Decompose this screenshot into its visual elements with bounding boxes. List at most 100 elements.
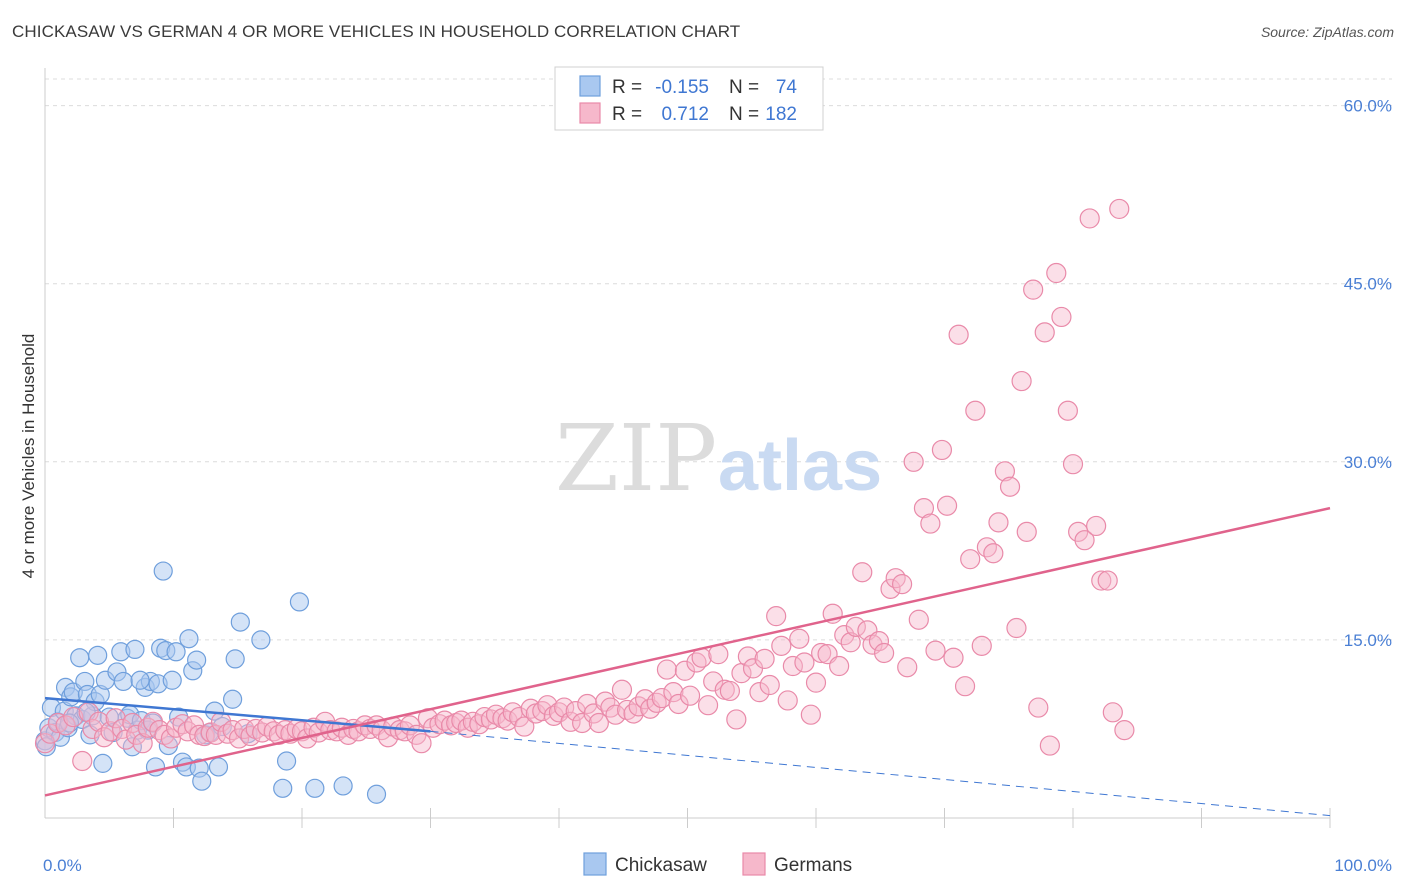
chickasaw-point [162,670,182,690]
chickasaw-point [289,592,310,612]
germans-point [1102,702,1123,723]
germans-point [840,632,861,653]
germans-point [954,676,976,697]
chickasaw-point [208,757,229,777]
germans-point [126,724,147,745]
germans-point [965,400,986,421]
germans-point [1011,370,1032,392]
germans-point [805,672,827,693]
germans-point [177,721,198,742]
germans-point [240,725,261,747]
germans-point [983,543,1004,564]
chickasaw-point [125,639,145,660]
legend-n-label-chickasaw: N = [729,77,759,98]
grid-lines [45,78,1392,641]
germans-point [1034,322,1055,343]
chickasaw-point [153,561,173,581]
trend-lines [44,506,1331,817]
germans-point [800,704,821,725]
germans-points [34,198,1135,772]
legend-r-value-chickasaw: -0.155 [655,77,709,98]
germans-point [1068,521,1089,542]
germans-point [903,451,924,472]
bottom-legend: Chickasaw Germans [583,852,852,876]
germans-point [446,712,467,734]
chart-title: CHICKASAW VS GERMAN 4 OR MORE VEHICLES I… [12,22,741,41]
chickasaw-point [333,776,353,796]
y-tick-label: 60.0% [1344,97,1392,116]
germans-point [492,708,513,729]
bottom-legend-label-germans: Germans [774,855,852,876]
germans-point [782,655,803,677]
chickasaw-point [273,778,293,798]
germans-point [105,708,126,729]
germans-point [897,657,918,678]
germans-point [679,685,701,706]
x-tick-label-min: 0.0% [43,856,82,875]
germans-point [999,476,1021,497]
germans-point [200,722,221,743]
tick-labels: 15.0% 30.0% 45.0% 60.0% 0.0% 100.0% [43,97,1392,875]
chickasaw-point [225,649,245,669]
germans-point [122,712,143,734]
legend-n-value-chickasaw: 74 [776,77,798,98]
germans-point [749,682,770,703]
germans-point [1097,570,1118,591]
germans-point [913,498,935,519]
germans-point [47,712,68,734]
germans-point [674,660,696,681]
germans-point [852,562,873,583]
bottom-legend-swatch-germans [742,852,766,876]
germans-point [55,715,76,736]
germans-point [1074,530,1095,551]
chickasaw-point [366,784,387,804]
germans-point [880,578,901,599]
germans-point [874,642,895,664]
legend: R = -0.155 N = 74 R = 0.712 N = 182 [554,66,824,131]
germans-point [537,695,558,716]
germans-point [565,701,586,722]
germans-point [988,512,1009,533]
axes [44,68,1331,828]
germans-point [440,715,462,736]
legend-r-label-germans: R = [612,104,642,125]
germans-point [663,682,684,703]
germans-point [668,693,689,715]
germans-point [1046,262,1067,284]
germans-point [908,609,929,630]
germans-point [514,716,535,737]
germans-point [1114,720,1135,741]
germans-point [703,671,724,692]
germans-point [759,674,780,696]
germans-point [63,706,84,728]
germans-point [754,648,775,670]
bottom-legend-swatch-chickasaw [583,852,607,876]
germans-point [132,733,153,754]
germans-point [605,704,626,725]
chickasaw-point [113,671,133,692]
germans-point [971,635,992,656]
germans-point [766,606,787,627]
chickasaw-point [276,751,297,771]
germans-point [469,714,490,735]
germans-point [142,711,164,732]
chickasaw-trend-extension [430,730,1331,817]
chickasaw-point [223,689,243,709]
germans-point [737,646,758,667]
germans-point [726,709,747,730]
legend-r-value-germans: 0.712 [661,104,709,125]
germans-point [183,715,205,736]
watermark-zip: ZIP [555,405,717,512]
germans-point [1028,697,1049,718]
germans-point [811,642,832,664]
y-axis-title: 4 or more Vehicles in Household [19,334,38,579]
chickasaw-point [251,630,271,650]
germans-point [34,733,56,754]
germans-point [1006,617,1027,639]
germans-point [1086,515,1107,537]
germans-point [1062,454,1084,475]
germans-point [40,723,61,744]
germans-point [794,652,815,673]
chickasaw-point [166,642,186,662]
